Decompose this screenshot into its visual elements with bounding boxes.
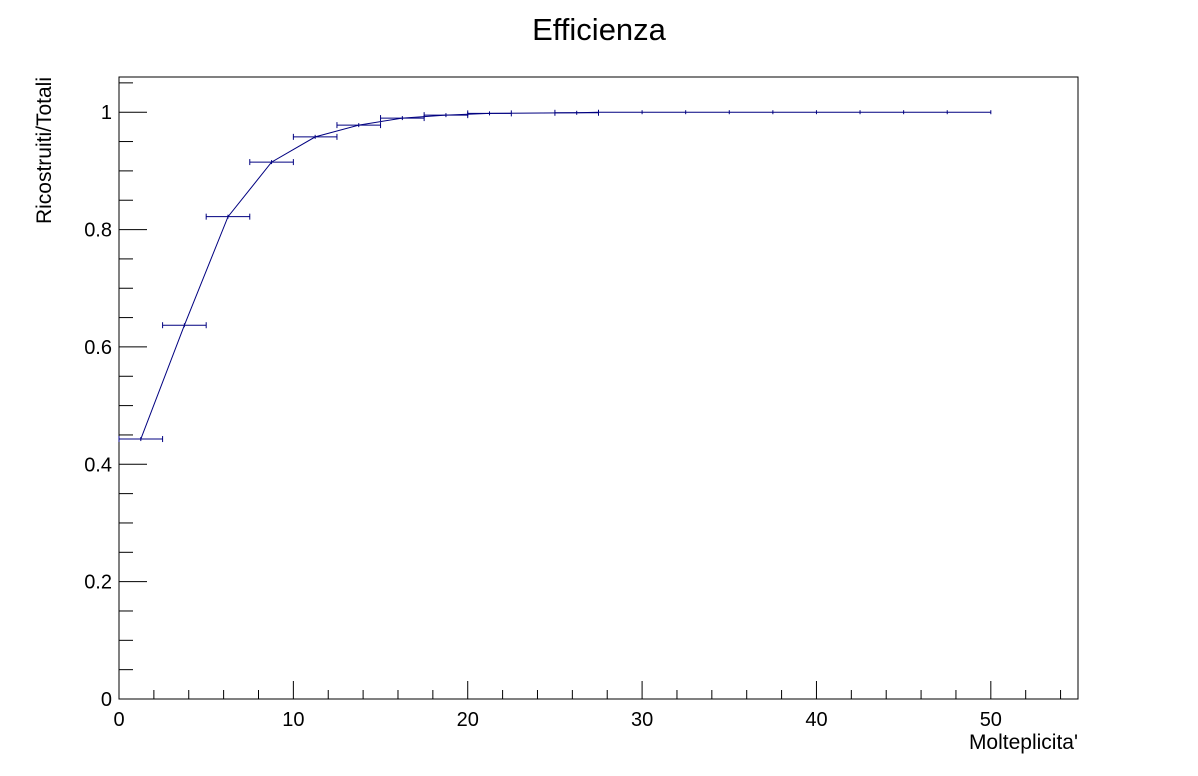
y-tick-label: 0.2	[84, 572, 112, 594]
x-tick-label: 0	[113, 709, 124, 731]
data-point	[162, 322, 207, 329]
x-tick-label: 10	[282, 709, 304, 731]
chart-title: Efficienza	[532, 12, 667, 47]
data-point	[423, 112, 469, 119]
x-tick-label: 50	[980, 709, 1002, 731]
series-line	[140, 111, 991, 440]
data-points	[118, 109, 992, 443]
data-point	[249, 159, 294, 166]
x-tick-label: 40	[805, 709, 827, 731]
x-tick-label: 30	[631, 709, 653, 731]
y-tick-label: 0.8	[84, 220, 112, 242]
x-tick-label: 20	[457, 709, 479, 731]
y-tick-label: 0	[101, 689, 112, 711]
data-point	[554, 109, 599, 116]
axes: 0 10 20 30 40 50 0 0.2 0.4 0.6 0.8 1	[84, 82, 1062, 731]
data-point	[118, 436, 164, 443]
y-tick-label: 1	[101, 102, 112, 124]
data-point	[336, 122, 382, 129]
plot-frame	[118, 76, 1079, 700]
data-point	[467, 110, 512, 117]
y-tick-label: 0.6	[84, 337, 112, 359]
y-tick-label: 0.4	[84, 454, 112, 476]
data-point	[205, 213, 251, 220]
data-point	[292, 133, 338, 140]
y-axis-label: Ricostruiti/Totali	[33, 77, 56, 224]
x-axis-label: Molteplicita'	[969, 731, 1078, 754]
